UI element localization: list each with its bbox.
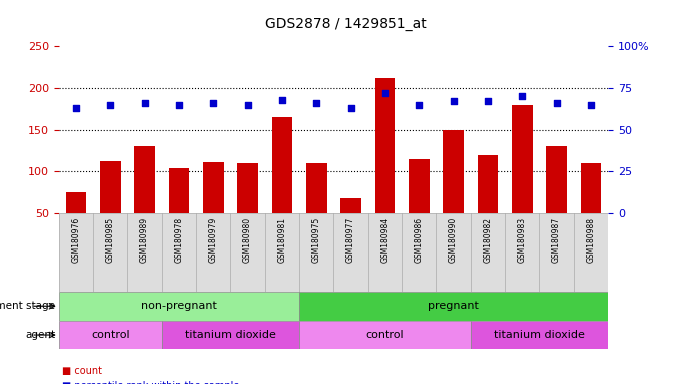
Text: titanium dioxide: titanium dioxide xyxy=(185,330,276,340)
Text: GSM180978: GSM180978 xyxy=(174,217,183,263)
Point xyxy=(139,100,150,106)
Bar xyxy=(547,146,567,213)
Text: GSM180983: GSM180983 xyxy=(518,217,527,263)
Text: control: control xyxy=(366,330,404,340)
Text: non-pregnant: non-pregnant xyxy=(141,301,217,311)
Bar xyxy=(580,163,601,213)
Point xyxy=(173,101,184,108)
Bar xyxy=(299,321,471,349)
Text: titanium dioxide: titanium dioxide xyxy=(494,330,585,340)
Point xyxy=(70,105,82,111)
Text: GSM180986: GSM180986 xyxy=(415,217,424,263)
Text: GSM180982: GSM180982 xyxy=(484,217,493,263)
Bar xyxy=(134,146,155,213)
Point xyxy=(311,100,322,106)
Point xyxy=(242,101,253,108)
Text: GSM180980: GSM180980 xyxy=(243,217,252,263)
Text: GSM180988: GSM180988 xyxy=(587,217,596,263)
Text: GSM180985: GSM180985 xyxy=(106,217,115,263)
Bar xyxy=(477,155,498,213)
Text: GSM180975: GSM180975 xyxy=(312,217,321,263)
Text: GSM180987: GSM180987 xyxy=(552,217,561,263)
Point xyxy=(448,98,459,104)
Bar xyxy=(169,168,189,213)
Text: GSM180976: GSM180976 xyxy=(71,217,80,263)
Text: GDS2878 / 1429851_at: GDS2878 / 1429851_at xyxy=(265,17,426,31)
Point xyxy=(208,100,219,106)
Point xyxy=(551,100,562,106)
Text: GSM180990: GSM180990 xyxy=(449,217,458,263)
Bar xyxy=(409,159,430,213)
Bar xyxy=(203,162,223,213)
Text: pregnant: pregnant xyxy=(428,301,479,311)
Point xyxy=(379,90,390,96)
Text: GSM180989: GSM180989 xyxy=(140,217,149,263)
Bar xyxy=(340,198,361,213)
Bar xyxy=(306,163,327,213)
Text: GSM180977: GSM180977 xyxy=(346,217,355,263)
Bar xyxy=(59,321,162,349)
Text: ■ count: ■ count xyxy=(62,366,102,376)
Bar xyxy=(100,161,120,213)
Bar xyxy=(443,130,464,213)
Point xyxy=(517,93,528,99)
Point xyxy=(482,98,493,104)
Text: ■ percentile rank within the sample: ■ percentile rank within the sample xyxy=(62,381,240,384)
Bar xyxy=(375,78,395,213)
Text: GSM180984: GSM180984 xyxy=(381,217,390,263)
Bar xyxy=(471,321,608,349)
Bar xyxy=(59,292,299,321)
Bar xyxy=(66,192,86,213)
Point xyxy=(414,101,425,108)
Bar xyxy=(512,104,533,213)
Bar xyxy=(299,292,608,321)
Bar xyxy=(162,321,299,349)
Point xyxy=(345,105,356,111)
Text: development stage: development stage xyxy=(0,301,55,311)
Point xyxy=(105,101,116,108)
Point xyxy=(585,101,596,108)
Point xyxy=(276,96,287,103)
Text: GSM180981: GSM180981 xyxy=(277,217,286,263)
Text: GSM180979: GSM180979 xyxy=(209,217,218,263)
Text: agent: agent xyxy=(25,330,55,340)
Text: control: control xyxy=(91,330,129,340)
Bar xyxy=(237,163,258,213)
Bar xyxy=(272,117,292,213)
